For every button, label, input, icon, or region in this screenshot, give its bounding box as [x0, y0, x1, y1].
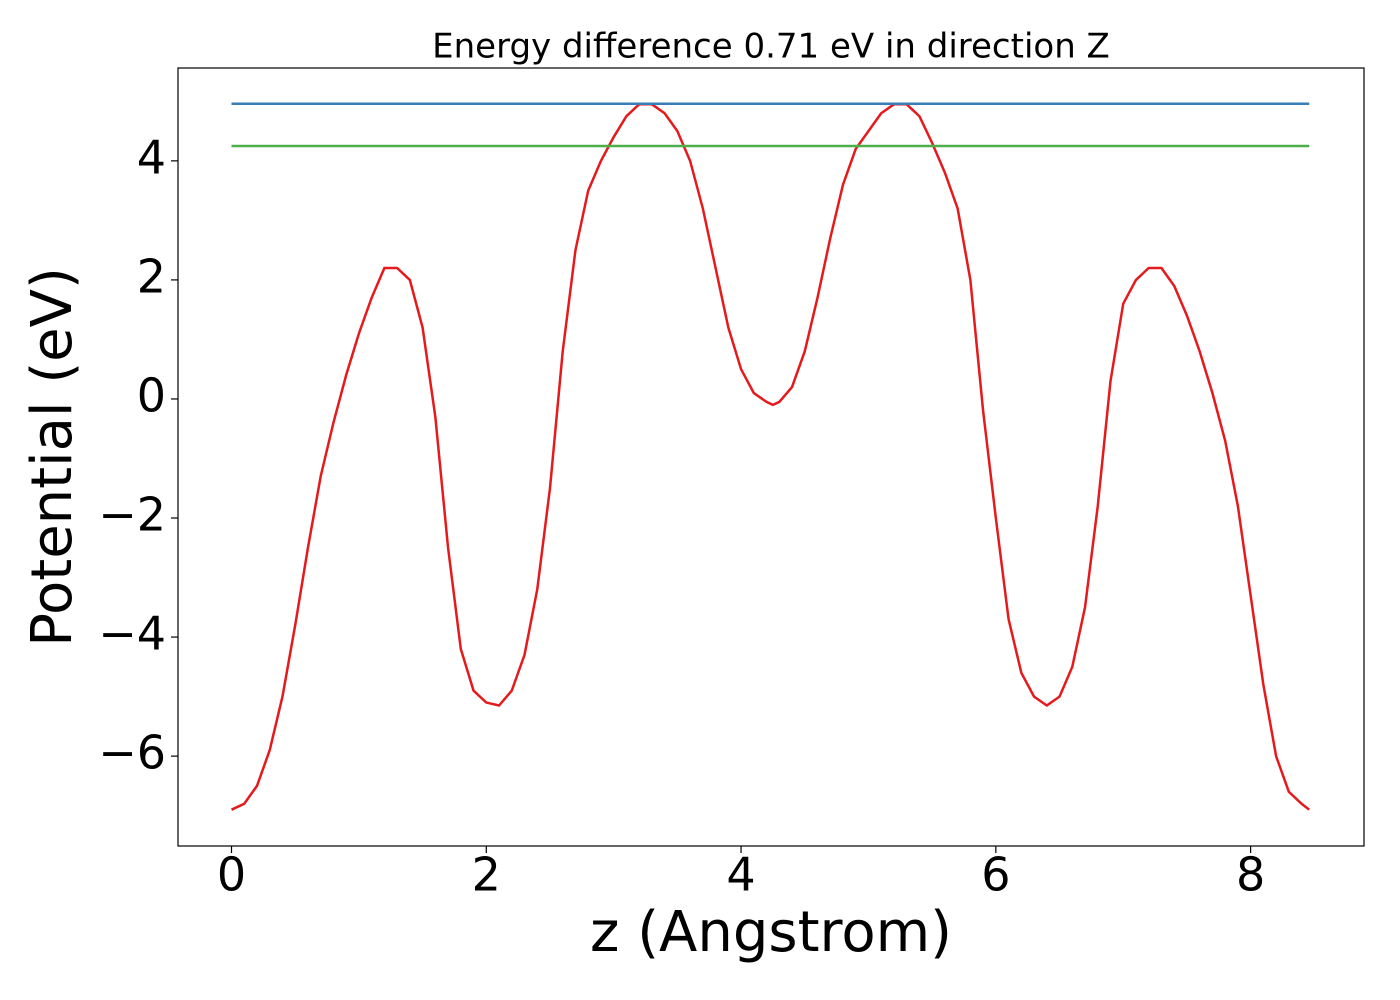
x-tick-label: 4 — [726, 848, 755, 902]
x-tick-label: 8 — [1236, 848, 1265, 902]
x-tick-label: 2 — [472, 848, 501, 902]
y-tick-label: −4 — [98, 607, 166, 661]
x-tick-label: 6 — [981, 848, 1010, 902]
y-axis-label: Potential (eV) — [20, 267, 85, 647]
line-series — [230, 103, 1310, 811]
y-tick-label: 2 — [137, 249, 166, 303]
y-tick-label: −2 — [98, 488, 166, 542]
plot-frame — [177, 67, 1365, 847]
x-tick-label: 0 — [217, 848, 246, 902]
chart-title: Energy difference 0.71 eV in direction Z — [432, 27, 1110, 67]
x-axis-label: z (Angstrom) — [590, 900, 952, 965]
y-tick-label: −6 — [98, 726, 166, 780]
y-tick-label: 0 — [137, 368, 166, 422]
y-tick-label: 4 — [137, 130, 166, 184]
